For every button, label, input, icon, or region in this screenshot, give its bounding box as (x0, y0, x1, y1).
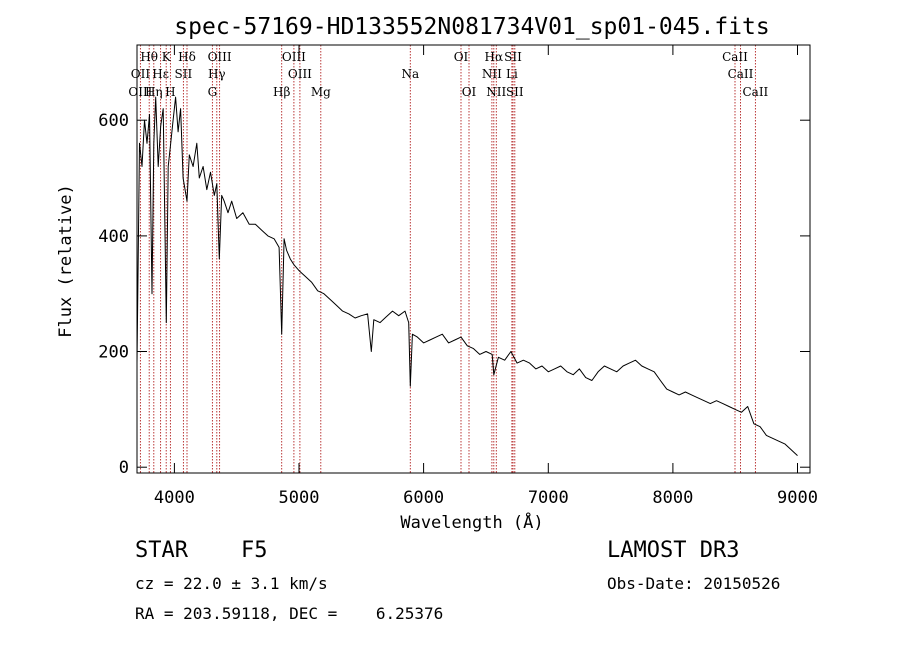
line-label-10: Hε (152, 67, 169, 81)
line-markers (139, 45, 756, 473)
y-tick-label-400: 400 (98, 227, 129, 247)
line-label-22: Hβ (273, 85, 290, 99)
line-label-21: G (208, 85, 218, 99)
line-label-0: Hθ (140, 50, 158, 64)
line-label-6: Hα (485, 50, 504, 64)
object-subclass: F5 (241, 538, 268, 563)
line-label-11: SII (175, 67, 193, 81)
y-axis-label: Flux (relative) (56, 184, 76, 338)
line-label-14: Na (401, 67, 419, 81)
x-tick-label-8000: 8000 (652, 488, 693, 508)
line-label-9: OII (131, 67, 151, 81)
line-label-2: Hδ (178, 50, 196, 64)
line-label-26: SII (506, 85, 524, 99)
object-class: STAR (135, 538, 188, 563)
x-tick-label-5000: 5000 (279, 488, 320, 508)
line-label-20: H (165, 85, 175, 99)
redshift-text: cz = 22.0 ± 3.1 km/s (135, 574, 328, 593)
line-label-23: Mg (311, 85, 331, 99)
y-tick-label-0: 0 (119, 458, 129, 478)
line-label-8: CaII (722, 50, 748, 64)
survey-name: LAMOST DR3 (607, 538, 740, 563)
line-label-7: SII (504, 50, 522, 64)
x-tick-label-9000: 9000 (777, 488, 818, 508)
line-label-25: NII (486, 85, 506, 99)
y-tick-label-600: 600 (98, 111, 129, 131)
line-label-1: K (162, 50, 172, 64)
line-label-15: NII (482, 67, 502, 81)
x-tick-label-6000: 6000 (403, 488, 444, 508)
line-label-5: OI (454, 50, 469, 64)
coordinates: RA = 203.59118, DEC = 6.25376 (135, 604, 444, 623)
line-label-19: Hη (145, 85, 163, 99)
line-label-13: OIII (288, 67, 312, 81)
line-label-17: CaII (728, 67, 754, 81)
line-label-24: OI (462, 85, 477, 99)
spectrum-series (136, 96, 798, 456)
chart-title: spec-57169-HD133552N081734V01_sp01-045.f… (174, 14, 769, 40)
obs-date: Obs-Date: 20150526 (607, 574, 781, 593)
line-label-27: CaII (742, 85, 768, 99)
line-label-16: Li (506, 67, 518, 81)
spectrum-line (136, 96, 798, 456)
line-label-18: OIII (128, 85, 152, 99)
x-tick-label-4000: 4000 (154, 488, 195, 508)
x-axis-label: Wavelength (Å) (400, 511, 543, 533)
x-tick-label-7000: 7000 (528, 488, 569, 508)
y-tick-label-200: 200 (98, 343, 129, 363)
plot-frame (136, 44, 811, 474)
x-axis: 4000 5000 6000 7000 8000 9000 (154, 45, 818, 508)
line-label-4: OIII (282, 50, 306, 64)
y-axis: 0 200 400 600 (98, 111, 810, 478)
line-label-3: OIII (208, 50, 232, 64)
line-label-12: Hγ (208, 67, 226, 81)
